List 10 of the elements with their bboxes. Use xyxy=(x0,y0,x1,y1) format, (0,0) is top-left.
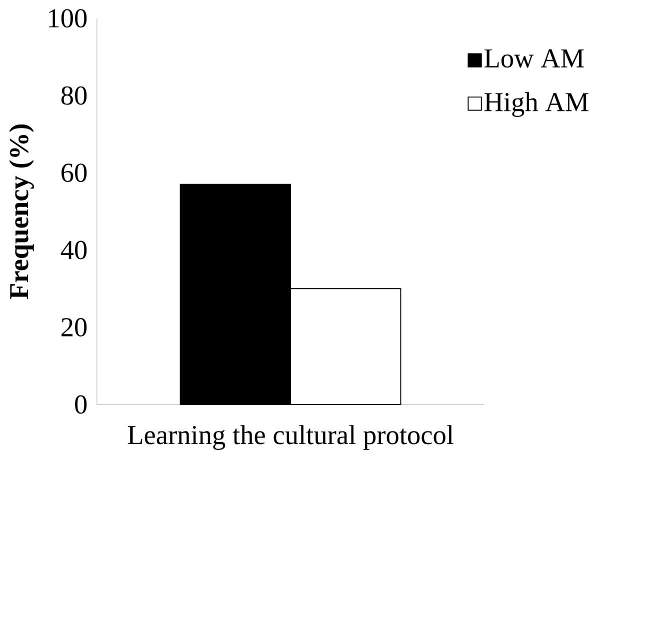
y-tick-label: 100 xyxy=(49,8,87,28)
y-tick-label: 40 xyxy=(60,240,87,259)
x-tick-label: Learning the cultural protocol xyxy=(128,424,454,450)
y-tick-label: 20 xyxy=(62,318,87,336)
legend-label: Low AM xyxy=(484,49,584,68)
y-tick-label: 60 xyxy=(62,163,87,182)
legend-label: High AM xyxy=(484,92,588,117)
y-tick-label: 80 xyxy=(61,86,87,105)
y-axis-title: Frequency (%) xyxy=(9,124,34,299)
y-tick-label: 0 xyxy=(75,395,87,414)
